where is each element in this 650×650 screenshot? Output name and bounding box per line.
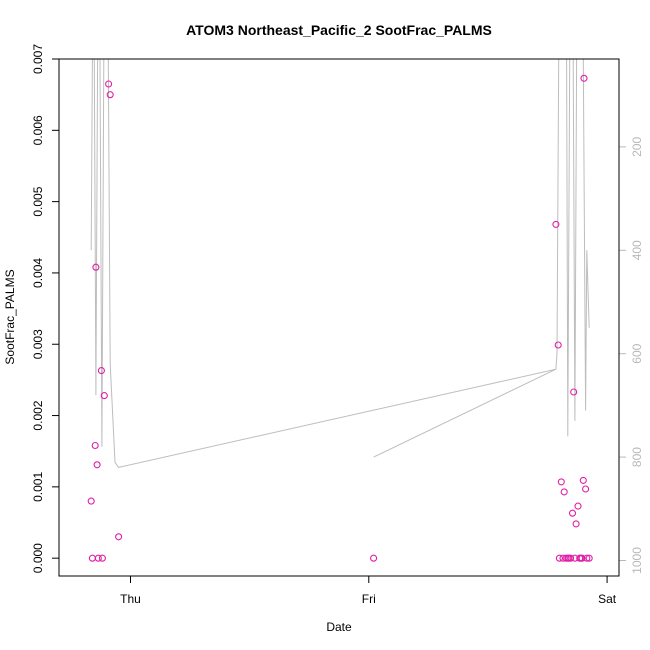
data-point — [567, 554, 575, 562]
data-point — [560, 488, 568, 496]
x-tick-label: Thu — [120, 592, 141, 606]
plot-frame — [58, 58, 620, 577]
y-tick-label: 0.002 — [31, 400, 45, 430]
data-point — [582, 485, 590, 493]
data-points — [87, 74, 593, 562]
data-point — [578, 554, 586, 562]
y2-tick-label: 800 — [630, 447, 644, 467]
trace-line-2 — [373, 368, 557, 458]
data-point — [91, 441, 99, 450]
data-point — [554, 341, 562, 349]
data-point — [572, 520, 580, 528]
y2-tick-label: 600 — [630, 343, 644, 363]
data-point — [557, 478, 565, 486]
y2-tick-label: 400 — [630, 240, 644, 260]
data-point — [574, 502, 582, 510]
data-point — [580, 74, 588, 82]
data-point — [106, 91, 114, 99]
data-point — [94, 554, 102, 562]
x-axis-label: Date — [326, 620, 352, 634]
data-point — [100, 392, 108, 400]
y-tick-label: 0.003 — [31, 329, 45, 359]
y-axis-label: SootFrac_PALMS — [3, 269, 17, 364]
data-point — [568, 509, 577, 517]
data-point — [579, 476, 587, 484]
data-point — [88, 554, 96, 562]
y2-tick-label: 1000 — [630, 547, 644, 574]
x-tick-label: Fri — [362, 592, 376, 606]
y-tick-label: 0.005 — [31, 186, 45, 216]
data-point — [583, 554, 591, 562]
y-tick-label: 0.001 — [31, 472, 45, 502]
data-point — [98, 554, 106, 562]
data-point — [93, 461, 101, 469]
y-tick-label: 0.007 — [31, 44, 45, 74]
data-point — [87, 497, 95, 505]
data-point — [370, 554, 378, 562]
secondary-y-axis: 200 400 600 800 1000 — [618, 137, 644, 574]
data-point — [552, 220, 560, 228]
trace-lines — [90, 58, 590, 468]
data-point — [97, 367, 105, 375]
y2-tick-label: 200 — [630, 137, 644, 157]
y-tick-label: 0.000 — [31, 543, 45, 573]
data-point — [585, 554, 593, 562]
x-tick-label: Sat — [598, 592, 617, 606]
data-point — [92, 263, 100, 271]
y-axis: 0.000 0.001 0.002 0.003 0.004 0.005 0.006 0.007 — [31, 44, 60, 573]
chart-title: ATOM3 Northeast_Pacific_2 SootFrac_PALMS — [186, 22, 492, 38]
data-point — [555, 554, 563, 562]
y-tick-label: 0.006 — [31, 115, 45, 145]
data-point — [105, 80, 113, 88]
data-point — [115, 533, 123, 541]
trace-line-1 — [90, 58, 590, 468]
data-point — [570, 388, 578, 396]
y-tick-label: 0.004 — [31, 258, 45, 288]
x-axis: Thu Fri Sat — [120, 576, 617, 606]
